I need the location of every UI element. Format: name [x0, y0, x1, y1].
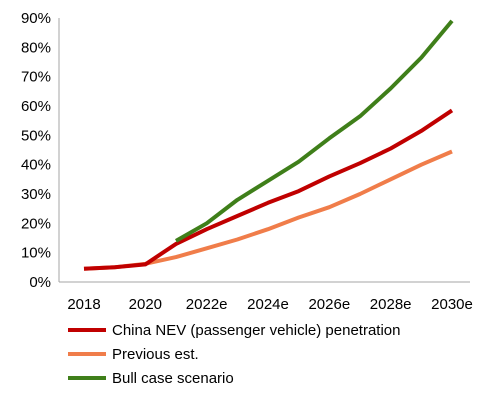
y-tick-label: 70% [21, 69, 51, 86]
y-axis-ticks: 0% 10% 20% 30% 40% 50% 60% 70% 80% 90% [21, 10, 51, 291]
x-tick-label: 2026e [308, 296, 350, 313]
x-tick-label: 2020 [129, 296, 162, 313]
y-tick-label: 30% [21, 186, 51, 203]
x-tick-label: 2024e [247, 296, 289, 313]
y-tick-label: 20% [21, 215, 51, 232]
x-tick-label: 2028e [370, 296, 412, 313]
x-tick-label: 2030e [431, 296, 473, 313]
x-axis-ticks: 2018 2020 2022e 2024e 2026e 2028e 2030e [67, 296, 473, 313]
y-tick-label: 0% [29, 274, 51, 291]
y-tick-label: 60% [21, 98, 51, 115]
legend-label-bull: Bull case scenario [112, 369, 234, 387]
y-tick-label: 80% [21, 39, 51, 56]
legend-label-nev: China NEV (passenger vehicle) penetratio… [112, 321, 401, 339]
y-tick-label: 50% [21, 127, 51, 144]
x-tick-label: 2018 [67, 296, 100, 313]
y-tick-label: 40% [21, 157, 51, 174]
legend-item-nev: China NEV (passenger vehicle) penetratio… [68, 318, 401, 342]
x-tick-label: 2022e [186, 296, 228, 313]
legend-swatch-nev [68, 328, 106, 332]
legend-label-previous: Previous est. [112, 345, 199, 363]
legend-swatch-bull [68, 376, 106, 380]
series-lines [83, 19, 454, 271]
series-line-nev-penetration [83, 108, 454, 271]
legend-item-previous: Previous est. [68, 342, 401, 366]
series-line-bull-case [175, 19, 454, 243]
series-line-previous-est [83, 149, 453, 271]
legend: China NEV (passenger vehicle) penetratio… [68, 318, 401, 390]
legend-swatch-previous [68, 352, 106, 356]
y-tick-label: 90% [21, 10, 51, 27]
y-tick-label: 10% [21, 245, 51, 262]
legend-item-bull: Bull case scenario [68, 366, 401, 390]
